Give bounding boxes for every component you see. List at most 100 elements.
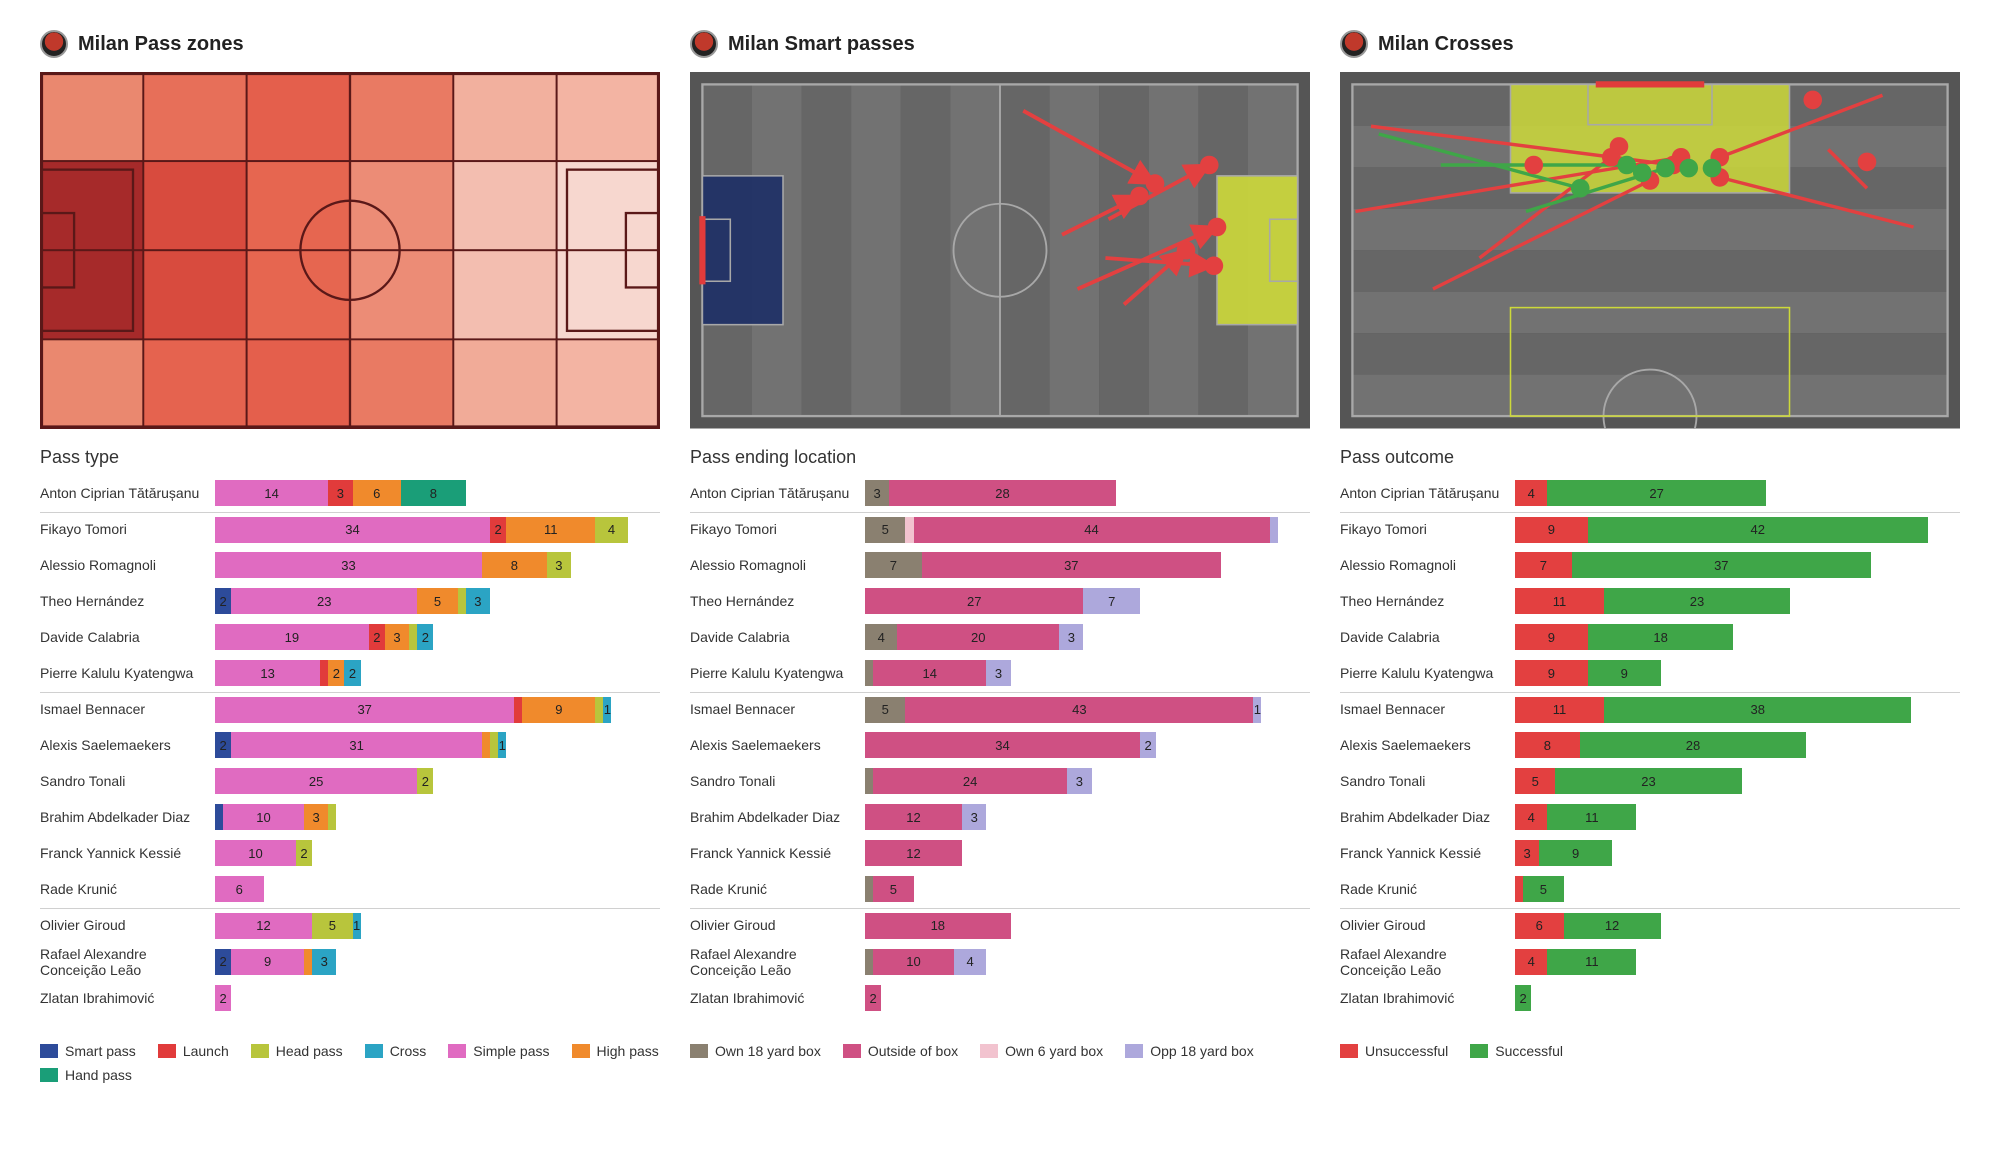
- chart-row: Rade Krunić6: [40, 872, 660, 908]
- bar-segment: [595, 697, 603, 723]
- player-label: Pierre Kalulu Kyatengwa: [1340, 665, 1515, 681]
- dashboard: Milan Pass zonesPass typeAnton Ciprian T…: [40, 30, 1960, 1083]
- bar-track: 942: [1515, 517, 1960, 543]
- legend-label: Hand pass: [65, 1067, 132, 1083]
- segment-value: 19: [285, 630, 299, 645]
- player-label: Zlatan Ibrahimović: [690, 990, 865, 1006]
- segment-value: 12: [1605, 918, 1619, 933]
- bar-track: 544: [865, 517, 1310, 543]
- bar-segment: 5: [873, 876, 913, 902]
- bar-segment: 10: [215, 840, 296, 866]
- bar-segment: [1515, 876, 1523, 902]
- bar-track: 103: [215, 804, 660, 830]
- panel-header: Milan Crosses: [1340, 30, 1960, 58]
- segment-value: 2: [333, 666, 340, 681]
- bar-segment: 2: [215, 588, 231, 614]
- bar-segment: 1: [498, 732, 506, 758]
- bar-segment: 9: [1515, 624, 1588, 650]
- team-logo-icon: [690, 30, 718, 58]
- chart-row: Zlatan Ibrahimović2: [40, 981, 660, 1017]
- segment-value: 38: [1750, 702, 1764, 717]
- legend-label: Smart pass: [65, 1043, 136, 1059]
- player-label: Rade Krunić: [40, 881, 215, 897]
- bar-segment: 44: [914, 517, 1270, 543]
- segment-value: 12: [256, 918, 270, 933]
- player-label: Ismael Bennacer: [690, 701, 865, 717]
- chart-row: Rafael Alexandre Conceição Leão411: [1340, 944, 1960, 981]
- segment-value: 4: [878, 630, 885, 645]
- bar-segment: 3: [1515, 840, 1539, 866]
- segment-value: 8: [511, 558, 518, 573]
- bar-segment: 2: [215, 732, 231, 758]
- chart-row: Brahim Abdelkader Diaz103: [40, 800, 660, 836]
- segment-value: 2: [1145, 738, 1152, 753]
- bar-segment: 23: [231, 588, 417, 614]
- bar-track: 14 3: [865, 660, 1310, 686]
- segment-value: 9: [1621, 666, 1628, 681]
- bar-segment: [865, 660, 873, 686]
- legend-swatch-icon: [1470, 1044, 1488, 1058]
- legend-swatch-icon: [158, 1044, 176, 1058]
- chart-row: Olivier Giroud1251: [40, 908, 660, 944]
- segment-value: 44: [1084, 522, 1098, 537]
- chart-row: Alessio Romagnoli3383: [40, 548, 660, 584]
- bar-segment: 9: [1515, 660, 1588, 686]
- segment-value: 12: [906, 810, 920, 825]
- pitch-diagram: [40, 72, 660, 429]
- bar-segment: 7: [1083, 588, 1140, 614]
- legend-swatch-icon: [1125, 1044, 1143, 1058]
- segment-value: 12: [906, 846, 920, 861]
- chart-row: Davide Calabria4203: [690, 620, 1310, 656]
- player-label: Alexis Saelemaekers: [1340, 737, 1515, 753]
- player-label: Brahim Abdelkader Diaz: [1340, 809, 1515, 825]
- player-label: Rade Krunić: [1340, 881, 1515, 897]
- segment-value: 9: [1572, 846, 1579, 861]
- bar-segment: 3: [865, 480, 889, 506]
- segment-value: 14: [922, 666, 936, 681]
- legend-swatch-icon: [448, 1044, 466, 1058]
- legend-label: Cross: [390, 1043, 427, 1059]
- bar-track: 18: [865, 913, 1310, 939]
- player-label: Rade Krunić: [690, 881, 865, 897]
- player-label: Ismael Bennacer: [1340, 701, 1515, 717]
- bar-track: 918: [1515, 624, 1960, 650]
- bar-segment: 37: [1572, 552, 1871, 578]
- bar-segment: [458, 588, 466, 614]
- chart-row: Zlatan Ibrahimović2: [1340, 981, 1960, 1017]
- segment-value: 24: [963, 774, 977, 789]
- player-label: Fikayo Tomori: [690, 521, 865, 537]
- panel-header: Milan Pass zones: [40, 30, 660, 58]
- segment-value: 5: [1532, 774, 1539, 789]
- chart-row: Alessio Romagnoli737: [690, 548, 1310, 584]
- segment-value: 2: [422, 630, 429, 645]
- legend-label: Launch: [183, 1043, 229, 1059]
- bar-segment: 23: [1604, 588, 1790, 614]
- player-label: Fikayo Tomori: [40, 521, 215, 537]
- chart-row: Olivier Giroud612: [1340, 908, 1960, 944]
- chart-row: Sandro Tonali243: [690, 764, 1310, 800]
- segment-value: 11: [544, 522, 558, 537]
- legend: Own 18 yard boxOutside of boxOwn 6 yard …: [690, 1033, 1310, 1059]
- chart-row: Alexis Saelemaekers828: [1340, 728, 1960, 764]
- bar-segment: 2: [417, 624, 433, 650]
- player-label: Franck Yannick Kessié: [1340, 845, 1515, 861]
- chart-row: Brahim Abdelkader Diaz123: [690, 800, 1310, 836]
- bar-track: 411: [1515, 804, 1960, 830]
- section-title: Pass type: [40, 447, 660, 468]
- legend-item: Smart pass: [40, 1043, 136, 1059]
- bar-segment: 9: [522, 697, 595, 723]
- bar-segment: 14: [873, 660, 986, 686]
- segment-value: 3: [1524, 846, 1531, 861]
- chart-row: Davide Calabria918: [1340, 620, 1960, 656]
- segment-value: 3: [995, 666, 1002, 681]
- segment-value: 8: [1544, 738, 1551, 753]
- segment-value: 7: [890, 558, 897, 573]
- bar-segment: 19: [215, 624, 369, 650]
- bar-segment: 4: [595, 517, 627, 543]
- bar-segment: 18: [1588, 624, 1734, 650]
- panel-header: Milan Smart passes: [690, 30, 1310, 58]
- bar-track: 3791: [215, 697, 660, 723]
- segment-value: 11: [1585, 810, 1599, 825]
- bar-segment: 2: [215, 985, 231, 1011]
- legend-label: Simple pass: [473, 1043, 549, 1059]
